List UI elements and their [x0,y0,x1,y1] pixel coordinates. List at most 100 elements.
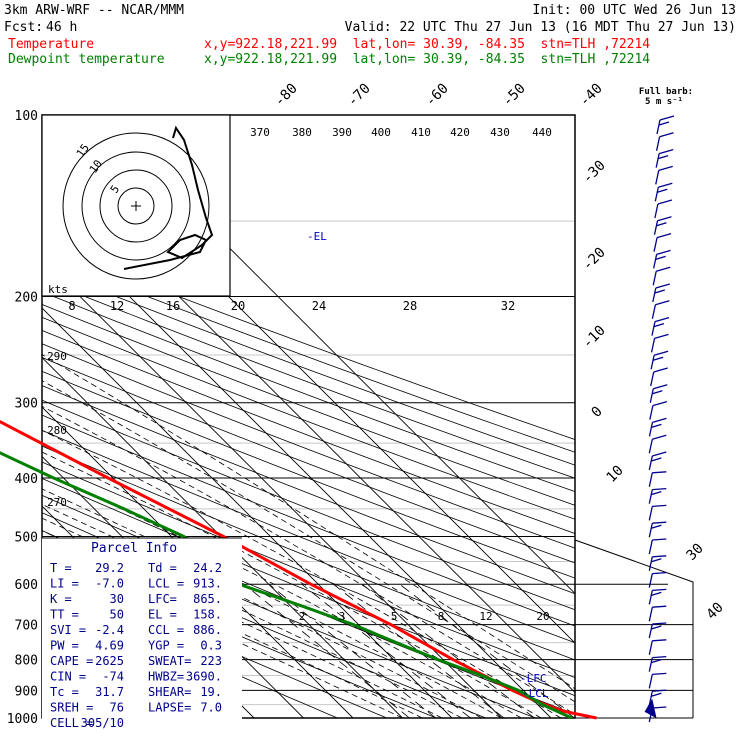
dry-adiabat [42,278,575,479]
mixing-ratio-line [243,583,410,718]
isotherm [42,307,453,718]
wind-barb [653,237,658,252]
dry-adiabat [42,414,575,627]
wind-barb [651,457,662,462]
moist-adiabat [42,503,482,718]
theta-label: 270 [47,496,67,509]
parcel-key: HWBZ= [148,670,184,684]
parcel-value: 2625 [95,654,124,668]
model-title: 3km ARW-WRF -- NCAR/MMM [4,3,184,18]
wind-barb [652,434,667,440]
hodograph-ring [62,132,210,280]
isotherm [42,406,354,718]
init-time: Init: 00 UTC Wed 26 Jun 13 [533,3,737,18]
pressure-label-700: 700 [15,619,38,634]
parcel-key: CAPE = [50,654,93,668]
wind-barb [648,489,653,504]
parcel-key: SREH = [50,701,93,715]
wind-barb [652,271,657,286]
wind-barb [651,692,662,697]
dry-adiabat [42,461,575,678]
wind-barb [652,471,667,474]
hodograph-trace [123,125,214,270]
hodograph-kts-label: kts [48,283,68,296]
dry-adiabat [42,254,575,453]
wind-barb [653,220,659,235]
lcl-marker: -LCL [522,687,549,700]
dry-adiabat [42,243,575,440]
wind-barb [652,689,667,692]
parcel-value: 24.2 [193,561,222,575]
isotherm [42,356,403,718]
forecast-hour: 46 h [46,20,77,35]
parcel-value: 865. [193,592,222,606]
wind-barb [648,674,653,689]
wind-barb [652,655,667,659]
parcel-value: 0.3 [200,639,222,653]
wind-barb [652,400,668,407]
parcel-value: -74 [102,670,124,684]
barb-note-line1: Full barb: [639,87,693,97]
temperature-tick-label: -30 [580,158,609,187]
legend-dewpoint-name: Dewpoint temperature [8,52,165,67]
el-marker: -EL [307,230,327,243]
wind-barb [651,524,662,529]
wind-barb [652,555,667,558]
wind-barb [659,115,675,121]
wind-barb [648,472,653,487]
parcel-key: EL = [148,608,177,622]
parcel-value: 886. [193,623,222,637]
wind-barb [656,249,671,256]
wind-barb-column [644,115,675,723]
parcel-key: LI = [50,577,79,591]
wind-barb [653,254,658,269]
wind-barb [657,216,672,222]
mixing-ratio-line [268,583,436,718]
wind-barb [648,590,653,605]
parcel-value: -2.4 [95,623,124,637]
wind-barb [652,417,667,424]
barb-note-line2: 5 m s⁻¹ [645,97,683,107]
wind-barb [652,390,663,395]
wind-barb [651,625,662,630]
dry-adiabat [42,385,575,595]
legend-temperature-name: Temperature [8,37,94,52]
temperature-tick-label: -80 [272,81,301,110]
wind-barb [655,136,661,151]
theta-label: 280 [47,424,67,437]
wind-barb [654,316,670,323]
wind-barb [652,588,667,592]
pressure-label-600: 600 [15,578,38,593]
profile-lines [0,420,597,720]
wind-barb [650,338,656,353]
wind-barb [648,455,653,471]
isotherm [0,115,7,718]
wind-barb [653,322,665,328]
dry-adiabat [42,291,575,493]
parcel-value: 4.69 [95,639,124,653]
parcel-key: CIN = [50,670,86,684]
parcel-key: LFC= [148,592,177,606]
wind-barb [652,487,667,491]
theta-label: 400 [371,126,391,139]
theta-label: 410 [411,126,431,139]
legend-temperature-location: x,y=922.18,221.99 lat,lon= 30.39, -84.35… [204,37,650,52]
wind-barb [648,422,654,437]
wind-barb [651,490,662,496]
parcel-value: -7.0 [95,577,124,591]
hodograph-ring-label: 15 [74,141,92,159]
wind-barb [653,367,668,373]
parcel-key: CCL = [148,623,184,637]
wind-barb [658,165,673,172]
parcel-key: TT = [50,608,79,622]
pressure-label-300: 300 [15,397,38,412]
hodograph-ring-label: 10 [87,157,105,175]
temperature-tick-label: 40 [704,600,727,623]
valid-time: Valid: 22 UTC Thu 27 Jun 13 (16 MDT Thu … [345,20,736,35]
wind-barb [648,439,653,454]
wind-barb [652,706,667,709]
hodograph-speed-tick: 8 [68,299,75,313]
hodograph-ring [81,151,191,261]
wind-barb [655,255,666,261]
